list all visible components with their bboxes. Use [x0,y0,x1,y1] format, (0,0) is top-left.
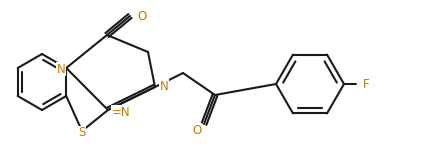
Text: N: N [160,79,169,93]
Text: O: O [192,124,202,136]
Text: O: O [137,10,146,22]
Text: N: N [57,63,66,75]
Text: S: S [78,126,86,140]
Text: =N: =N [112,105,131,118]
Text: F: F [363,77,370,91]
